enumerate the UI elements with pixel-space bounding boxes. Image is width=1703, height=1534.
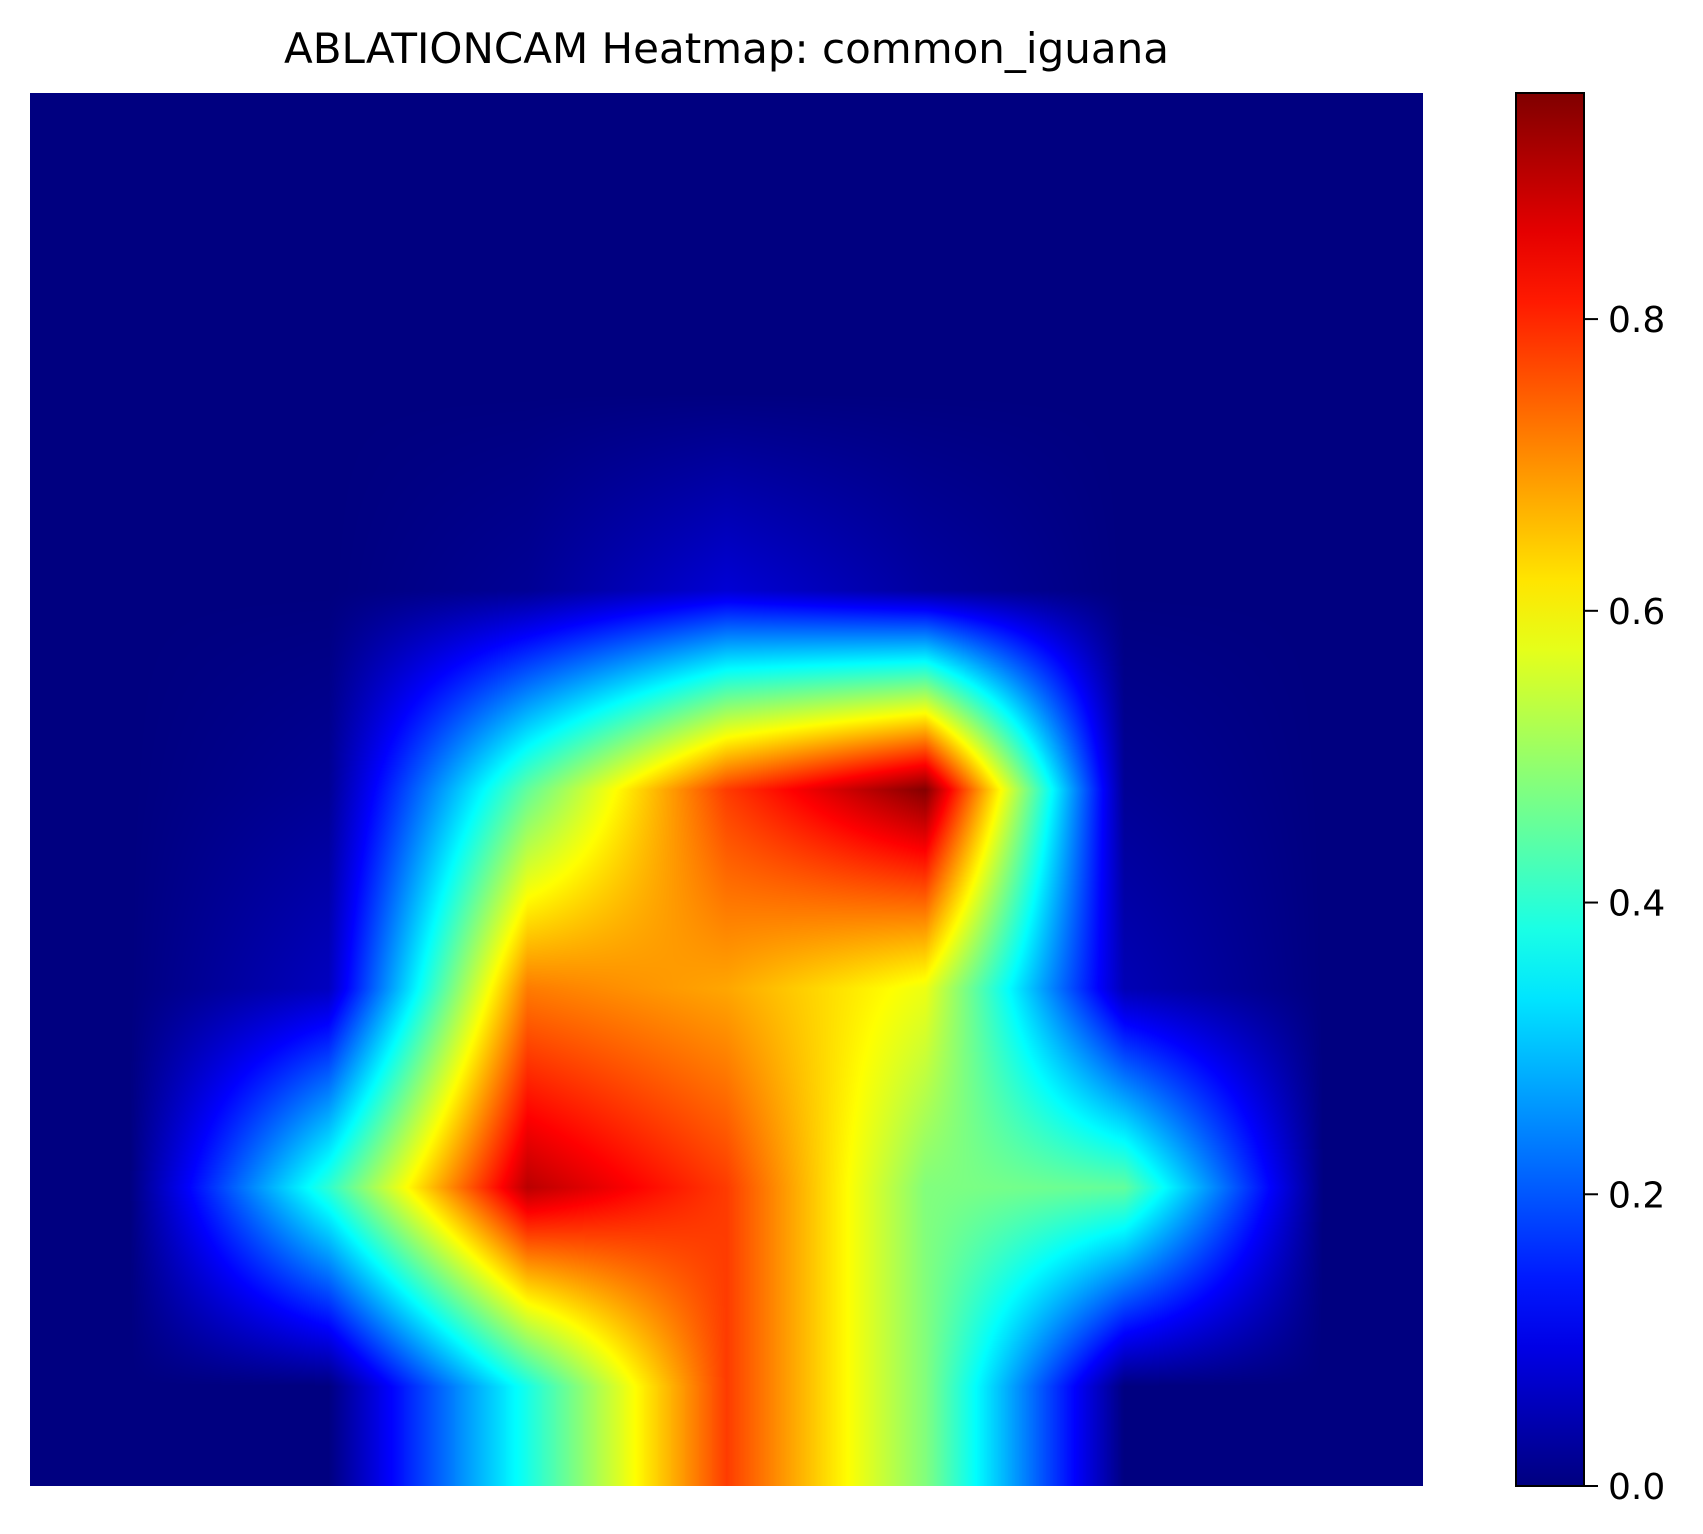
colorbar-ticks: 0.0 0.2 0.4 0.6 0.8 [1584,300,1665,1508]
colorbar-gradient [1515,92,1585,1487]
colorbar-tick-label: 0.4 [1608,884,1665,925]
heatmap-image [30,93,1423,1486]
colorbar-tick-label: 0.0 [1608,1467,1665,1508]
colorbar-tick-label: 0.2 [1608,1175,1665,1216]
colorbar-tick-label: 0.6 [1608,592,1665,633]
colorbar-tick-label: 0.8 [1608,300,1665,341]
chart-title: ABLATIONCAM Heatmap: common_iguana [284,24,1169,73]
